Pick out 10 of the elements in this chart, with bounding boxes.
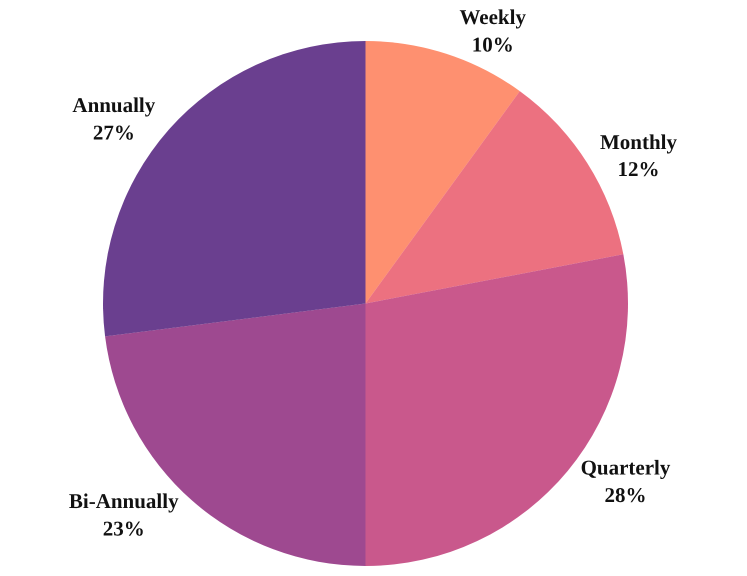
slice-label: Quarterly bbox=[580, 456, 671, 480]
slice-label: Monthly bbox=[600, 130, 678, 154]
data-label: 10% bbox=[472, 32, 514, 56]
slice-label: Weekly bbox=[459, 4, 526, 29]
slice-label: Bi-Annually bbox=[68, 489, 180, 514]
data-label: 23% bbox=[102, 516, 145, 540]
data-label: 27% bbox=[92, 120, 135, 144]
data-label: 12% bbox=[617, 157, 660, 182]
data-label: 28% bbox=[604, 482, 646, 507]
slice-label: Annually bbox=[72, 93, 156, 118]
